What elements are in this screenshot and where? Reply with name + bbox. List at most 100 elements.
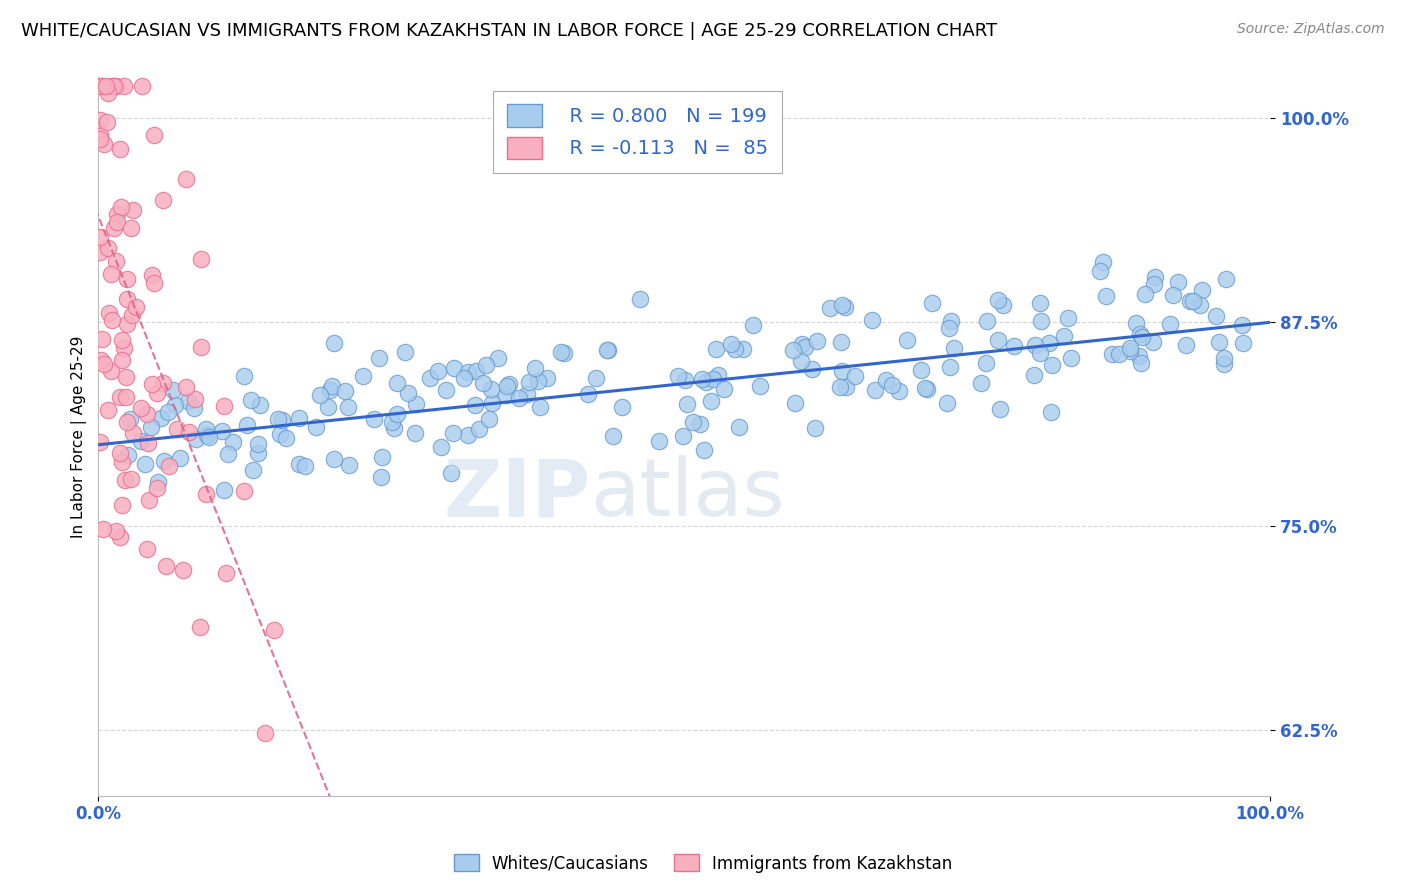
Point [100,267,122,281]
Point [172,563,194,577]
Point [276,432,298,446]
Point [496,379,519,393]
Point [93,358,115,372]
Point [89,113,111,128]
Point [524,361,547,376]
Point [222,434,245,449]
Point [111,353,134,368]
Point [702,372,724,386]
Point [184,432,207,446]
Point [322,452,344,467]
Point [115,416,138,430]
Point [724,342,747,356]
Point [889,384,911,399]
Point [370,470,392,484]
Point [108,446,131,460]
Point [441,425,464,440]
Point [1029,296,1052,310]
Point [457,427,479,442]
Point [149,410,172,425]
Point [111,333,134,347]
Point [363,412,385,426]
Point [1022,368,1045,382]
Point [120,220,142,235]
Point [1060,351,1083,365]
Point [1119,341,1142,355]
Point [112,78,135,93]
Point [89,128,111,143]
Point [336,400,359,414]
Point [239,393,262,408]
Point [105,78,128,93]
Point [991,298,1014,312]
Point [1108,347,1130,361]
Point [666,368,689,383]
Point [111,454,134,468]
Point [457,365,479,379]
Point [190,340,212,354]
Point [105,207,128,221]
Point [1213,357,1236,371]
Point [831,298,853,312]
Point [90,353,112,368]
Point [101,78,124,93]
Point [294,458,316,473]
Point [214,483,236,497]
Point [1129,326,1152,341]
Point [94,78,117,93]
Point [1002,339,1025,353]
Point [110,200,132,214]
Point [818,301,841,315]
Point [131,78,153,93]
Point [481,396,503,410]
Point [1029,314,1052,328]
Point [939,359,962,374]
Point [125,300,148,314]
Point [1142,335,1164,350]
Point [136,436,159,450]
Point [682,416,704,430]
Point [472,376,495,391]
Point [935,396,957,410]
Point [1053,329,1076,343]
Point [117,318,139,332]
Point [790,354,813,368]
Point [801,361,824,376]
Point [834,300,856,314]
Point [602,428,624,442]
Point [177,394,200,409]
Point [121,308,143,322]
Point [1212,351,1234,366]
Point [585,371,607,385]
Point [1191,283,1213,297]
Point [236,418,259,433]
Legend: Whites/Caucasians, Immigrants from Kazakhstan: Whites/Caucasians, Immigrants from Kazak… [447,847,959,880]
Point [190,620,212,634]
Point [288,457,311,471]
Point [468,422,491,436]
Point [247,437,270,451]
Point [1175,338,1198,352]
Point [254,726,277,740]
Point [146,475,169,489]
Point [830,380,852,394]
Point [263,624,285,638]
Point [704,343,727,357]
Point [508,391,530,405]
Point [1038,335,1060,350]
Point [114,473,136,487]
Point [1178,294,1201,309]
Point [90,333,112,347]
Point [896,333,918,347]
Point [1167,275,1189,289]
Point [122,202,145,217]
Point [938,321,960,335]
Point [139,420,162,434]
Text: atlas: atlas [591,455,785,533]
Point [1101,347,1123,361]
Point [713,382,735,396]
Point [89,244,111,259]
Point [576,387,599,401]
Point [1095,289,1118,303]
Point [194,422,217,436]
